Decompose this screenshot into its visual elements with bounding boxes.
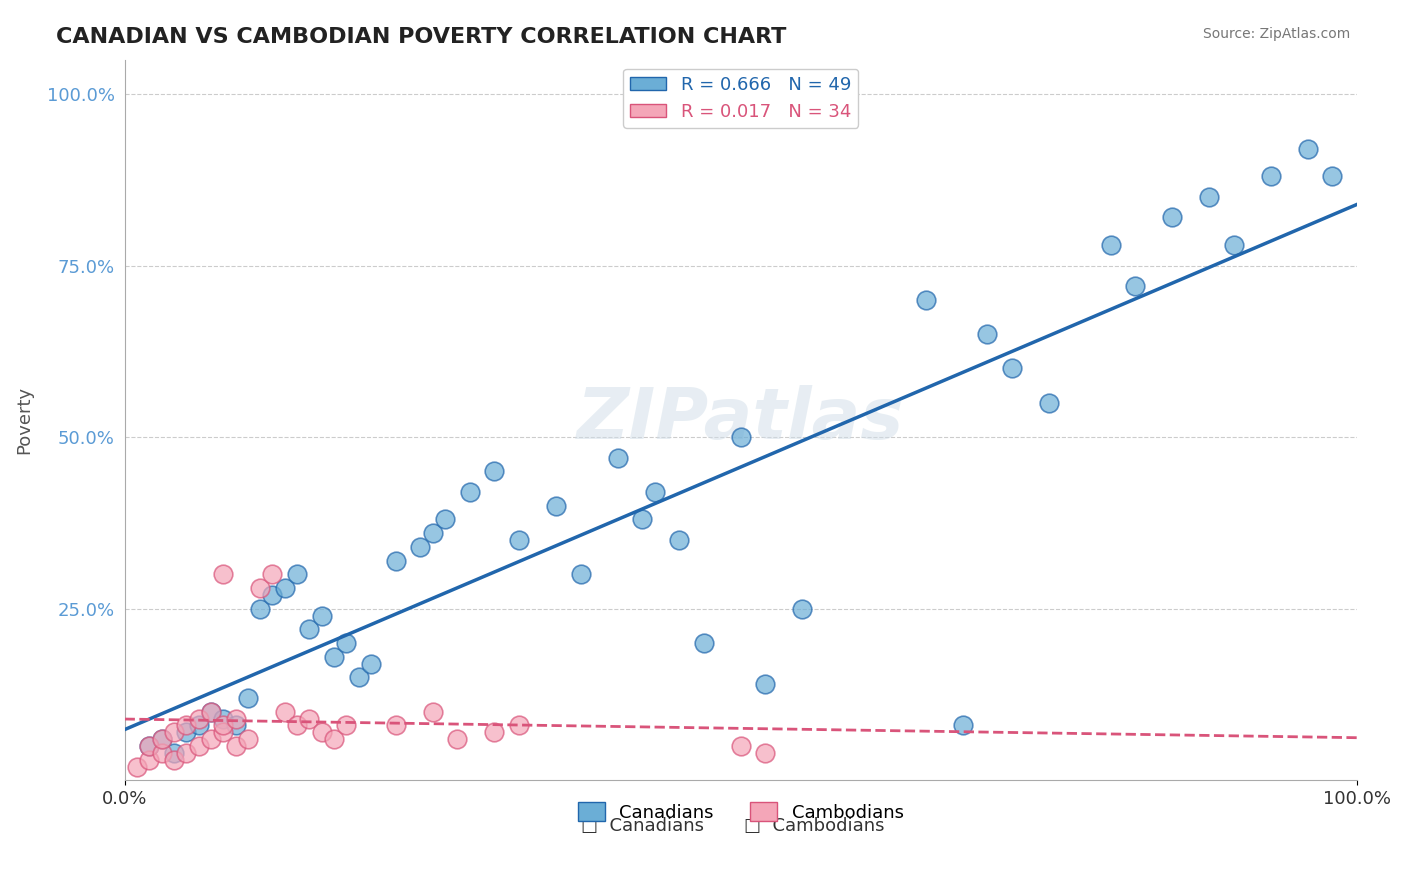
Point <box>754 746 776 760</box>
Text: CANADIAN VS CAMBODIAN POVERTY CORRELATION CHART: CANADIAN VS CAMBODIAN POVERTY CORRELATIO… <box>56 27 786 46</box>
Point <box>384 554 406 568</box>
Point <box>262 567 284 582</box>
Point <box>311 608 333 623</box>
Point <box>298 712 321 726</box>
Point <box>138 753 160 767</box>
Point <box>1001 361 1024 376</box>
Point <box>200 705 222 719</box>
Point <box>225 712 247 726</box>
Point <box>285 718 308 732</box>
Point <box>347 670 370 684</box>
Point <box>508 533 530 547</box>
Point <box>384 718 406 732</box>
Point <box>952 718 974 732</box>
Point <box>668 533 690 547</box>
Point <box>285 567 308 582</box>
Point <box>693 636 716 650</box>
Y-axis label: Poverty: Poverty <box>15 386 32 454</box>
Point <box>225 739 247 753</box>
Point <box>1322 169 1344 184</box>
Point <box>249 601 271 615</box>
Point <box>323 732 346 747</box>
Point <box>236 690 259 705</box>
Point <box>125 759 148 773</box>
Point <box>976 327 998 342</box>
Point <box>174 746 197 760</box>
Point <box>212 725 235 739</box>
Point <box>225 718 247 732</box>
Point <box>163 746 186 760</box>
Point <box>236 732 259 747</box>
Point <box>323 649 346 664</box>
Point <box>792 601 814 615</box>
Point <box>508 718 530 732</box>
Point <box>360 657 382 671</box>
Point <box>644 485 666 500</box>
Point <box>138 739 160 753</box>
Point <box>569 567 592 582</box>
Point <box>1123 279 1146 293</box>
Point <box>458 485 481 500</box>
Point <box>631 512 654 526</box>
Point <box>446 732 468 747</box>
Point <box>138 739 160 753</box>
Legend: Canadians, Cambodians: Canadians, Cambodians <box>571 795 911 829</box>
Point <box>163 725 186 739</box>
Text: □  Canadians: □ Canadians <box>581 817 704 835</box>
Point <box>1038 396 1060 410</box>
Point <box>150 732 173 747</box>
Point <box>212 718 235 732</box>
Point <box>1296 142 1319 156</box>
Text: Source: ZipAtlas.com: Source: ZipAtlas.com <box>1202 27 1350 41</box>
Point <box>484 465 506 479</box>
Point <box>200 705 222 719</box>
Point <box>187 712 209 726</box>
Point <box>187 718 209 732</box>
Point <box>298 623 321 637</box>
Point <box>1099 238 1122 252</box>
Point <box>754 677 776 691</box>
Point <box>274 581 297 595</box>
Point <box>249 581 271 595</box>
Point <box>150 732 173 747</box>
Point <box>200 732 222 747</box>
Point <box>1161 211 1184 225</box>
Point <box>212 712 235 726</box>
Point <box>335 636 357 650</box>
Point <box>150 746 173 760</box>
Point <box>1260 169 1282 184</box>
Point <box>606 450 628 465</box>
Point <box>174 718 197 732</box>
Point <box>163 753 186 767</box>
Point <box>409 540 432 554</box>
Point <box>262 588 284 602</box>
Text: ZIPatlas: ZIPatlas <box>576 385 904 454</box>
Point <box>1198 190 1220 204</box>
Point <box>212 567 235 582</box>
Point <box>914 293 936 307</box>
Point <box>544 499 567 513</box>
Point <box>274 705 297 719</box>
Text: □  Cambodians: □ Cambodians <box>745 817 884 835</box>
Point <box>1222 238 1244 252</box>
Point <box>422 526 444 541</box>
Point <box>311 725 333 739</box>
Point <box>422 705 444 719</box>
Point <box>484 725 506 739</box>
Point <box>730 430 752 444</box>
Point <box>434 512 457 526</box>
Point <box>335 718 357 732</box>
Point <box>187 739 209 753</box>
Point <box>730 739 752 753</box>
Point <box>174 725 197 739</box>
